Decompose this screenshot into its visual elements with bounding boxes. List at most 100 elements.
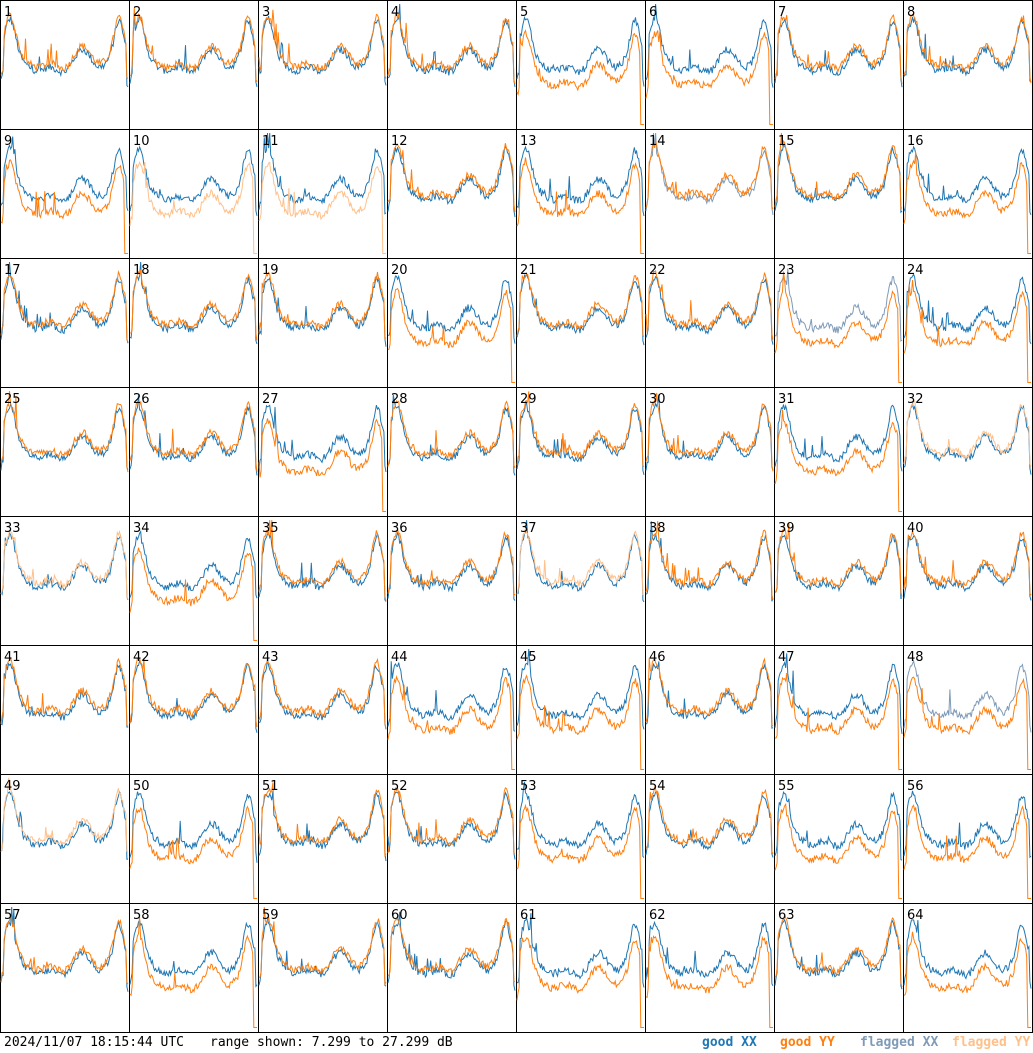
panel-26: 26 [129,387,259,517]
series-xx-line [774,918,903,990]
panel-frame [129,0,259,130]
panel-label: 44 [391,650,408,665]
panel-label: 64 [907,908,924,923]
series-yy-line [129,400,258,473]
panel-31: 31 [774,387,904,517]
series-yy-line [774,271,902,383]
panel-12: 12 [387,129,517,259]
panel-label: 30 [649,392,666,407]
panel-label: 41 [4,650,21,665]
panel-label: 27 [262,392,279,407]
panel-label: 13 [520,134,537,149]
series-yy-line [774,913,903,988]
series-yy-line [0,269,129,342]
panel-58: 58 [129,903,259,1033]
panel-28: 28 [387,387,517,517]
panel-label: 45 [520,650,537,665]
series-xx-line [645,791,774,858]
panel-label: 60 [391,908,408,923]
panel-label: 52 [391,779,408,794]
panel-7: 7 [774,0,904,130]
series-yy-line [903,152,1031,254]
series-yy-line [0,390,129,473]
panel-label: 11 [262,134,279,149]
panel-label: 37 [520,521,537,536]
panel-label: 16 [907,134,924,149]
panel-frame [516,0,646,130]
panel-25: 25 [0,387,130,517]
panel-label: 62 [649,908,666,923]
panel-42: 42 [129,645,259,775]
series-xx-line [129,261,258,345]
series-xx-line [258,132,387,215]
series-yy-line [903,279,1031,383]
series-xx-line [774,653,903,734]
panel-24: 24 [903,258,1033,388]
panel-label: 57 [4,908,21,923]
series-yy-line [516,674,644,770]
series-xx-line [774,534,903,599]
series-xx-line [516,145,645,217]
series-yy-line [516,157,644,254]
series-yy-line [903,676,1031,770]
series-yy-line [258,271,387,341]
series-yy-line [516,391,645,467]
panel-label: 39 [778,521,795,536]
panel-47: 47 [774,645,904,775]
series-yy-line [387,786,516,855]
series-yy-line [516,528,645,596]
panel-label: 20 [391,263,408,278]
series-yy-line [0,159,128,254]
panel-label: 1 [4,5,12,20]
panel-34: 34 [129,516,259,646]
panel-48: 48 [903,645,1033,775]
panel-6: 6 [645,0,775,130]
series-xx-line [258,790,387,862]
series-yy-line [0,777,129,853]
series-xx-line [516,781,645,858]
panel-23: 23 [774,258,904,388]
panel-label: 63 [778,908,795,923]
series-yy-line [645,140,774,210]
series-yy-line [774,14,903,85]
panel-10: 10 [129,129,259,259]
series-xx-line [645,394,774,471]
panel-40: 40 [903,516,1033,646]
panel-label: 25 [4,392,21,407]
series-yy-line [387,674,515,770]
panel-label: 12 [391,134,408,149]
panel-57: 57 [0,903,130,1033]
series-yy-line [903,931,1031,1028]
series-yy-line [129,547,257,641]
series-yy-line [387,287,515,383]
panel-label: 15 [778,134,795,149]
series-yy-line [645,30,773,125]
series-yy-line [129,917,257,1028]
panel-label: 47 [778,650,795,665]
panel-14: 14 [645,129,775,259]
series-xx-line [387,661,516,732]
panel-label: 34 [133,521,150,536]
series-yy-line [129,805,257,899]
panel-label: 21 [520,263,537,278]
series-yy-line [129,657,258,727]
panel-35: 35 [258,516,388,646]
panel-30: 30 [645,387,775,517]
series-xx-line [645,3,774,88]
panel-label: 14 [649,134,666,149]
panel-label: 24 [907,263,924,278]
panel-label: 46 [649,650,666,665]
panel-label: 3 [262,5,270,20]
series-yy-line [0,529,129,599]
legend-flagged-yy: flagged YY [952,1035,1031,1050]
panel-49: 49 [0,774,130,904]
panel-39: 39 [774,516,904,646]
panel-label: 38 [649,521,666,536]
series-xx-line [774,790,903,861]
panel-54: 54 [645,774,775,904]
series-yy-line [387,399,516,469]
panel-37: 37 [516,516,646,646]
panel-label: 31 [778,392,795,407]
series-yy-line [258,657,387,729]
panel-label: 2 [133,5,141,20]
